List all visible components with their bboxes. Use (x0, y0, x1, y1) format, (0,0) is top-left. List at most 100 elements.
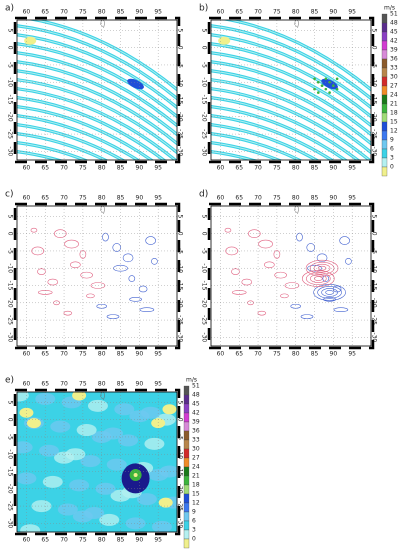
lat-label: 0 (177, 46, 184, 50)
lat-label: -15 (7, 95, 14, 105)
swath-edge (211, 43, 371, 118)
colorbar-label: 48 (390, 20, 398, 27)
field-patch (80, 455, 101, 468)
lon-label: 60 (23, 195, 31, 202)
lat-label: -30 (7, 332, 14, 342)
colorbar-label: 12 (390, 128, 398, 135)
swath-edge (17, 88, 176, 160)
lat-label: 5 (177, 400, 184, 404)
lon-label: 95 (154, 351, 162, 358)
lat-label: 5 (7, 400, 14, 404)
swath-edge (17, 133, 106, 160)
lon-label: 60 (23, 165, 31, 172)
color-swatch (183, 385, 190, 396)
wind-max (313, 77, 316, 81)
contour (317, 265, 327, 271)
swath-edge (33, 20, 177, 91)
contour (290, 303, 302, 309)
map-content (211, 20, 371, 160)
lon-label: 60 (23, 537, 31, 544)
color-swatch (183, 439, 190, 450)
lon-label: 75 (79, 165, 87, 172)
lon-label: 70 (60, 537, 68, 544)
lon-label: 90 (330, 351, 338, 358)
frame (16, 391, 178, 533)
field-patch (158, 497, 173, 508)
lat-label: -5 (201, 248, 208, 254)
field-patch (140, 406, 161, 419)
lat-label: -10 (7, 77, 14, 87)
color-swatch (183, 538, 190, 549)
color-swatch (183, 394, 190, 405)
contour (96, 303, 108, 309)
colorbar-label: 24 (192, 464, 200, 471)
field-patch (17, 441, 33, 454)
wind-max (316, 91, 320, 94)
contour (129, 297, 142, 302)
contour (322, 275, 330, 282)
lon-label: 75 (273, 9, 281, 16)
swath-edge (211, 88, 370, 160)
colorbar-label: 6 (390, 146, 394, 153)
colorbar-label: 15 (390, 119, 398, 126)
lon-label: 85 (311, 165, 319, 172)
coastline (294, 20, 299, 29)
colorbar-unit: m/s (384, 5, 395, 12)
lon-label: 95 (348, 9, 356, 16)
colorbar-label: 33 (390, 65, 398, 72)
swath-edge (17, 34, 177, 109)
colorbar-label: 6 (192, 518, 196, 525)
colorbar-label: 27 (192, 455, 200, 462)
wind-max (127, 78, 144, 90)
lat-label: 5 (371, 214, 378, 218)
contour (47, 278, 59, 286)
panel-label: c) (5, 190, 13, 200)
contour (151, 258, 158, 265)
color-swatch (381, 121, 388, 132)
contour (345, 258, 352, 265)
wind-max (24, 36, 37, 45)
frame-ticks (13, 388, 181, 536)
lat-label: 5 (371, 28, 378, 32)
colorbar-label: 42 (390, 38, 398, 45)
color-swatch (381, 103, 388, 114)
color-swatch (183, 529, 190, 540)
cyclone-eye (133, 472, 138, 477)
colorbar-label: 21 (390, 101, 398, 108)
lon-label: 80 (98, 381, 106, 388)
lon-label: 85 (311, 9, 319, 16)
lon-label: 80 (98, 9, 106, 16)
wind-max (316, 80, 320, 84)
coastline (100, 392, 105, 401)
lon-label: 60 (217, 195, 225, 202)
lon-label: 90 (136, 537, 144, 544)
color-swatch (183, 475, 190, 486)
colorbar-label: 21 (192, 473, 200, 480)
lon-label: 70 (60, 195, 68, 202)
lon-label: 90 (136, 9, 144, 16)
lon-label: 65 (235, 165, 243, 172)
lat-label: 0 (7, 418, 14, 422)
lat-label: 5 (7, 28, 14, 32)
wind-max (328, 80, 331, 84)
lat-label: -30 (201, 146, 208, 156)
lon-label: 80 (292, 351, 300, 358)
color-swatch (183, 466, 190, 477)
color-swatch (381, 157, 388, 168)
lat-label: -15 (7, 281, 14, 291)
contour (284, 282, 300, 289)
color-swatch (381, 139, 388, 150)
lon-label: 75 (79, 9, 87, 16)
field-patch (39, 444, 59, 457)
map-content (17, 392, 177, 532)
colorbar-label: 45 (390, 29, 398, 36)
lat-label: 5 (201, 214, 208, 218)
contour (317, 286, 342, 299)
lon-label: 80 (292, 195, 300, 202)
colorbar-label: 3 (390, 155, 394, 162)
swath-edge (211, 79, 371, 154)
lat-label: -25 (7, 129, 14, 139)
